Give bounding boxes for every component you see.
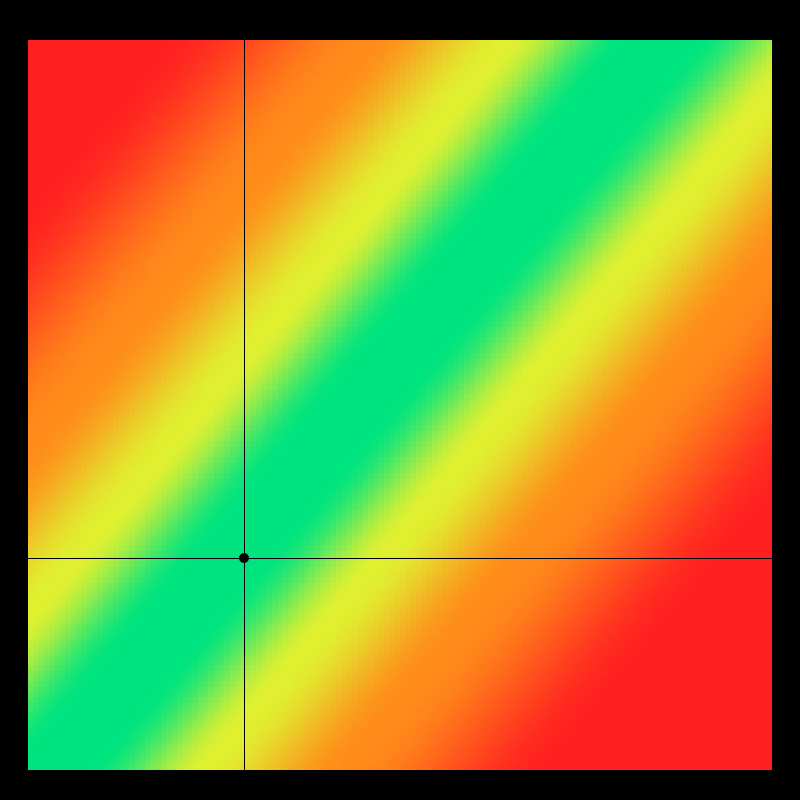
bottleneck-heatmap[interactable]: [28, 40, 772, 770]
heatmap-canvas: [28, 40, 772, 770]
source-watermark: TheBottleneck.com: [567, 8, 770, 34]
